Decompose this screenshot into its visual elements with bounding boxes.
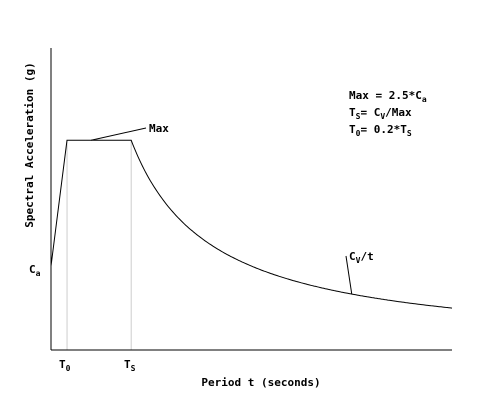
cv-over-t-annotation: CV/t — [349, 250, 374, 265]
y-axis-label: Spectral Acceleration (g) — [23, 62, 36, 228]
max-leader-line — [90, 127, 147, 141]
ca-marker-label: Ca — [29, 263, 41, 278]
formula-t0: T0= 0.2*TS — [349, 123, 412, 138]
formula-max: Max = 2.5*Ca — [349, 89, 427, 104]
t0-marker-label: T0 — [59, 358, 71, 373]
x-axis-label: Period t (seconds) — [201, 376, 320, 389]
cv-over-t-leader-line — [345, 255, 353, 295]
formula-ts: TS= CV/Max — [349, 106, 412, 121]
ts-marker-label: TS — [124, 358, 136, 373]
marker-lines — [66, 140, 132, 350]
spectrum-curve — [50, 139, 453, 309]
max-annotation: Max — [149, 122, 169, 135]
